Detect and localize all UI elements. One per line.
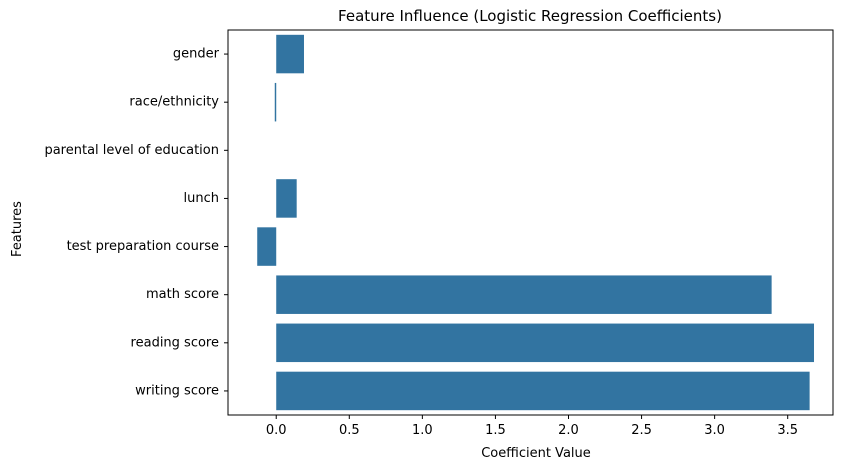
y-tick-label: gender (173, 47, 220, 62)
bar-math-score (276, 275, 772, 314)
x-tick-label: 3.0 (704, 423, 725, 438)
plot-frame (227, 29, 834, 416)
y-tick-label: test preparation course (67, 239, 219, 254)
bar-lunch (276, 179, 297, 218)
y-tick-label: math score (146, 287, 219, 302)
y-tick-label: race/ethnicity (129, 95, 219, 110)
bar-race-ethnicity (274, 82, 277, 122)
x-tick-label: 1.0 (412, 423, 433, 438)
x-tick-label: 3.5 (777, 423, 798, 438)
y-tick-label: reading score (131, 335, 219, 350)
y-tick-label: parental level of education (44, 143, 219, 158)
bar-reading-score (276, 323, 815, 363)
plot-area: gender race/ethnicity parental level of ed… (44, 29, 834, 438)
bar-writing-score (276, 371, 810, 411)
y-tick-label: writing score (135, 383, 219, 398)
y-tick-label: lunch (184, 191, 219, 206)
bar-test-preparation-course (257, 227, 277, 266)
bar-gender (276, 34, 304, 74)
y-axis-label: Features (10, 201, 25, 257)
x-axis-label: Coefficient Value (481, 446, 591, 461)
x-tick-label: 0.5 (339, 423, 360, 438)
chart-title: Feature Influence (Logistic Regression C… (338, 7, 722, 25)
x-tick-label: 0.0 (266, 423, 287, 438)
x-tick-label: 2.0 (558, 423, 579, 438)
x-tick-label: 1.5 (485, 423, 506, 438)
x-tick-label: 2.5 (631, 423, 652, 438)
